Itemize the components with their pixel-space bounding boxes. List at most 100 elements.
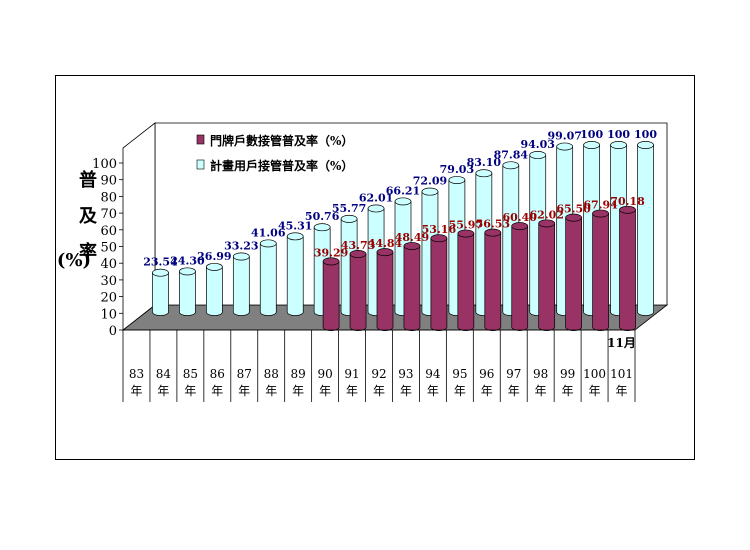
bar-planned-11-top (448, 176, 466, 184)
x-tick-label-year: 84 (156, 367, 172, 381)
x-tick-label-year: 91 (344, 367, 359, 381)
data-label-planned: 100 (607, 128, 630, 141)
y-tick-label: 30 (100, 274, 117, 289)
data-label-household: 62.02 (529, 208, 563, 221)
bar-planned-17-top (610, 141, 627, 149)
x-tick-label-year: 101 (610, 367, 633, 381)
x-tick-label-unit: 年 (562, 384, 574, 398)
x-tick-label-year: 98 (533, 367, 548, 381)
data-label-planned: 83.10 (467, 156, 502, 169)
bar-household-18-top (619, 205, 636, 214)
bar-planned-14-top (529, 151, 547, 159)
data-label-household: 39.29 (314, 246, 348, 259)
bar-household-13-top (484, 228, 502, 237)
bar-planned-18-top (637, 141, 654, 149)
data-label-planned: 62.01 (359, 191, 393, 204)
data-label-planned: 55.77 (332, 202, 366, 215)
x-tick-label-unit: 年 (157, 384, 169, 398)
bar-household-15-body (538, 223, 556, 331)
x-tick-label-year: 89 (291, 367, 306, 381)
bar-household-16 (565, 213, 582, 331)
series-household (322, 205, 636, 331)
y-tick-label: 80 (100, 190, 117, 205)
bar-household-18 (619, 205, 636, 331)
bar-household-17 (592, 209, 609, 331)
x-tick-label-unit: 年 (184, 384, 196, 398)
bar-planned-0-body (152, 272, 169, 316)
bar-household-9-body (376, 251, 394, 331)
bar-planned-2-top (206, 262, 223, 271)
bar-household-10-top (403, 242, 421, 250)
x-tick-label-year: 85 (183, 367, 198, 381)
x-tick-label-unit: 年 (211, 384, 223, 398)
bar-household-11-top (430, 234, 448, 243)
chart-frame (55, 75, 695, 460)
data-label-household: 70.18 (610, 195, 645, 208)
bar-planned-1-top (179, 267, 196, 276)
legend-swatch-planned (196, 159, 205, 170)
y-tick-label: 100 (92, 157, 117, 172)
x-tick-label-unit: 年 (130, 384, 142, 398)
bar-household-7-body (322, 261, 340, 331)
y-tick-label: 20 (100, 291, 117, 306)
x-tick-label-year: 100 (583, 367, 606, 381)
y-axis-label-2: 及 (79, 206, 97, 227)
bar-planned-6-top (313, 223, 331, 232)
bar-planned-4 (259, 239, 277, 316)
bar-planned-18 (637, 141, 654, 316)
x-tick-label-unit: 年 (535, 384, 547, 398)
x-tick-label-unit: 年 (292, 384, 304, 398)
x-tick-label-unit: 年 (346, 384, 358, 398)
bar-household-17-body (592, 213, 609, 331)
y-tick-label: 50 (100, 241, 117, 256)
x-tick-label-year: 90 (317, 367, 332, 381)
y-tick-label: 0 (109, 324, 117, 339)
bar-household-7 (322, 257, 340, 331)
data-label-household: 60.40 (503, 211, 538, 224)
bar-household-14-body (511, 225, 529, 331)
legend-swatch-household (196, 134, 205, 145)
x-tick-label-unit: 年 (616, 384, 628, 398)
data-label-planned: 45.31 (278, 219, 312, 232)
data-label-planned: 94.03 (521, 138, 555, 151)
data-label-household: 53.16 (422, 223, 457, 236)
y-tick-label: 90 (100, 174, 117, 189)
legend: 門牌戶數接管普及率（%） 計畫用戶接管普及率（%） (196, 133, 353, 173)
legend-label-planned: 計畫用戶接管普及率（%） (210, 158, 353, 173)
bar-household-10 (403, 242, 421, 331)
x-tick-label-year: 97 (506, 367, 521, 381)
bar-planned-0-top (152, 268, 169, 277)
x-tick-label-unit: 年 (373, 384, 385, 398)
bar-planned-1-body (179, 271, 196, 316)
bar-planned-3 (232, 252, 250, 316)
bar-household-9 (376, 248, 394, 331)
y-axis-label-3: 率 (79, 242, 97, 263)
annotation-month: 11月 (607, 336, 636, 350)
x-tick-label-unit: 年 (265, 384, 277, 398)
data-label-planned: 24.30 (170, 254, 205, 267)
data-label-planned: 66.21 (386, 184, 420, 197)
bar-planned-18-body (637, 144, 654, 316)
bar-planned-0 (152, 268, 169, 316)
data-label-planned: 100 (634, 128, 657, 141)
data-label-household: 56.53 (476, 218, 510, 231)
bar-household-8 (349, 250, 367, 331)
data-label-planned: 100 (580, 128, 603, 141)
x-tick-label-unit: 年 (508, 384, 520, 398)
data-label-planned: 26.99 (197, 250, 231, 263)
bar-planned-1 (179, 267, 196, 316)
bar-planned-2-body (206, 266, 223, 316)
bar-planned-2 (206, 262, 223, 316)
bar-planned-9-top (394, 197, 412, 206)
bar-household-13-body (484, 232, 502, 331)
bar-planned-5-body (286, 235, 304, 316)
y-axis-label-4: (%) (56, 250, 92, 271)
data-label-planned: 33.23 (224, 240, 258, 253)
bar-household-14 (511, 222, 529, 331)
bar-household-8-top (349, 250, 367, 258)
x-tick-label-year: 94 (425, 367, 441, 381)
x-tick-label-year: 99 (560, 367, 575, 381)
bar-household-9-top (376, 248, 394, 257)
bar-household-18-body (619, 209, 636, 331)
